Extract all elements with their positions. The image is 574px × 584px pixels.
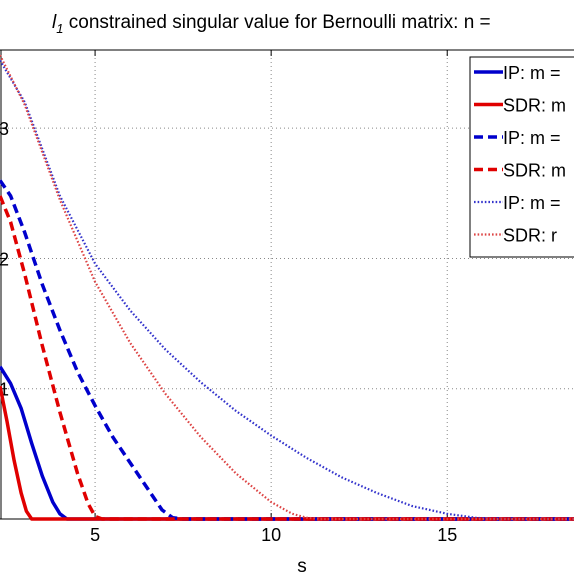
series-line-6 [0,54,574,521]
legend-label-6: SDR: r [503,226,557,246]
x-tick-label: 5 [90,525,100,545]
y-tick-label: 3 [0,119,9,139]
y-tick-label: 1 [0,380,9,400]
x-tick-label: 15 [437,525,457,545]
legend-label-4: SDR: m [503,161,566,181]
x-tick-label: 10 [261,525,281,545]
series-line-3 [0,179,574,521]
legend-label-2: SDR: m [503,96,566,116]
series-line-5 [0,59,574,521]
legend: IP: m = SDR: m IP: m = SDR: m IP: m = SDR: r [469,56,574,258]
legend-label-1: IP: m = [503,63,561,83]
series-line-4 [0,195,574,521]
legend-label-3: IP: m = [503,128,561,148]
legend-label-5: IP: m = [503,193,561,213]
series-lines [0,54,574,521]
x-axis-label: s [297,556,307,577]
chart-title: l1 constrained singular value for Bernou… [52,12,491,36]
y-tick-label: 2 [0,249,9,269]
legend-box [469,56,574,258]
title-rest: constrained singular value for Bernoulli… [63,12,490,33]
title-subscript: 1 [56,21,63,36]
series-line-2 [0,385,574,521]
title-l: l [52,12,57,33]
